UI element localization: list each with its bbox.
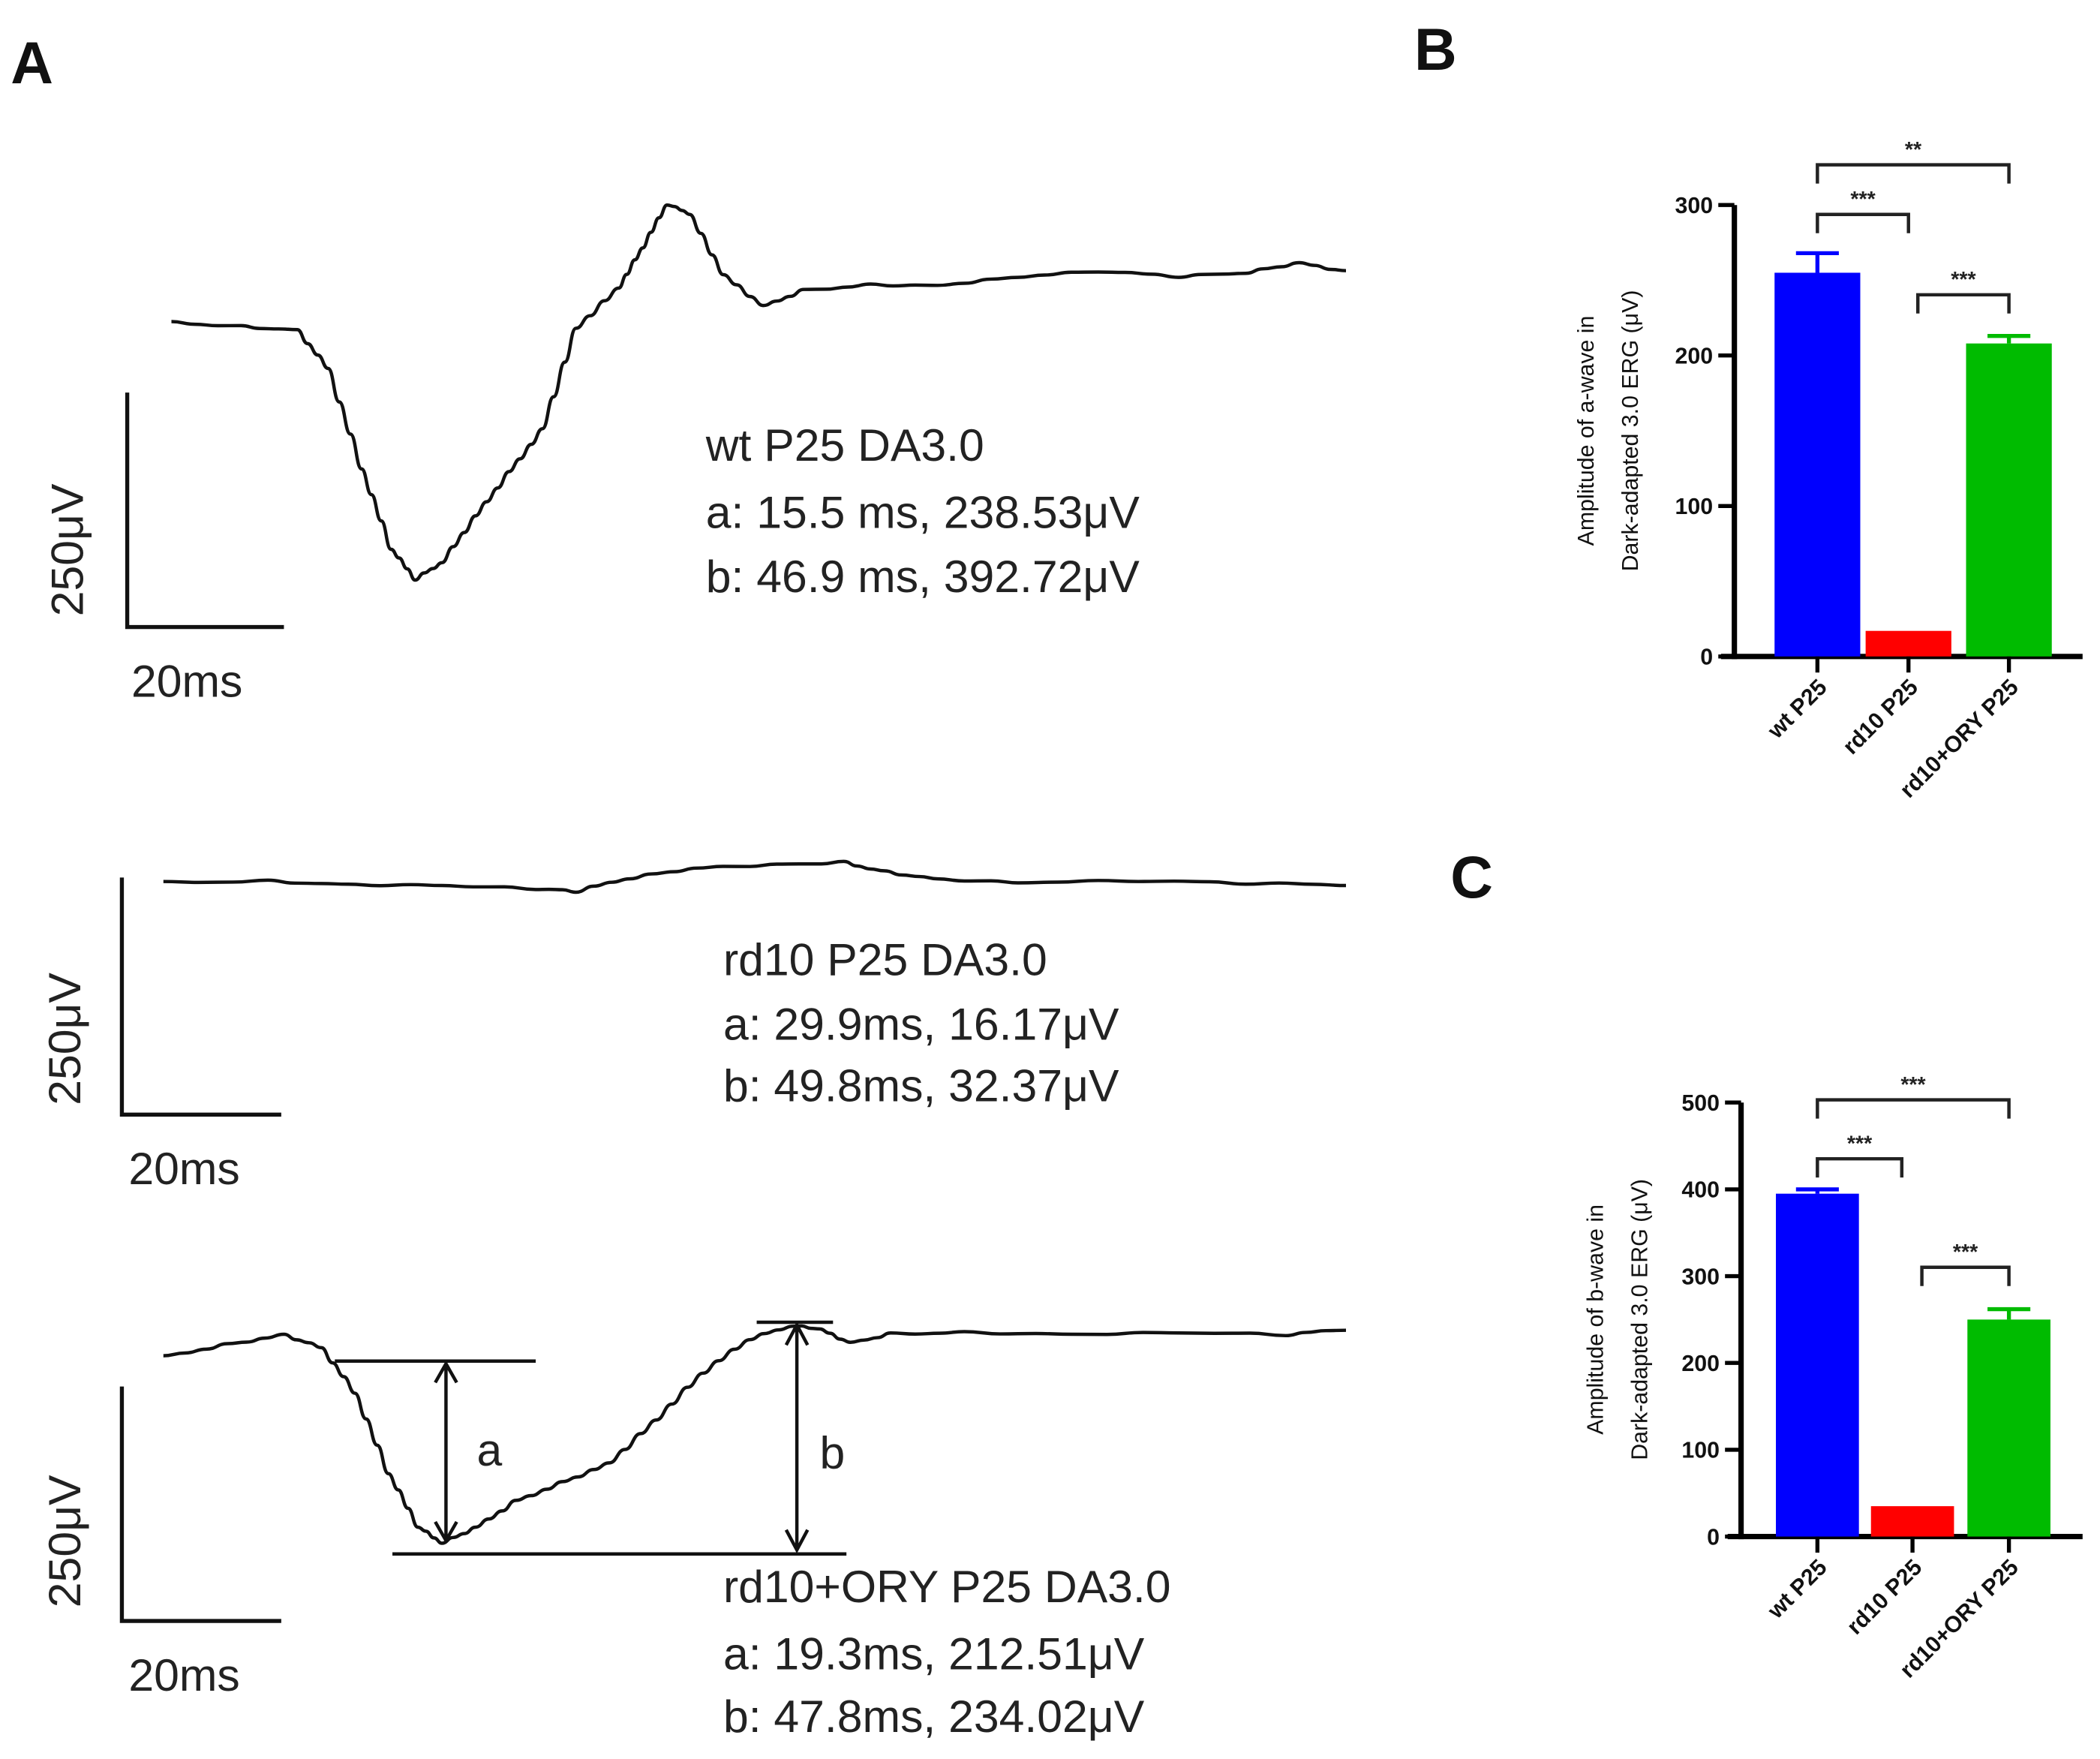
significance-bracket xyxy=(1816,1098,2011,1119)
b-marker: b xyxy=(819,1427,845,1478)
a-marker: a xyxy=(476,1424,502,1475)
panel-label-c: C xyxy=(1450,844,1493,910)
y-tick-label: 200 xyxy=(1675,344,1714,368)
erg-trace-wt: 250μV 20ms wt P25 DA3.0 a: 15.5 ms, 238.… xyxy=(42,203,1347,706)
reference-lines xyxy=(335,1320,847,1556)
significance-bracket xyxy=(1816,212,1910,233)
scale-voltage: 250μV xyxy=(42,483,93,616)
y-tick-label: 300 xyxy=(1675,194,1714,218)
y-axis-label: Amplitude of a-wave in xyxy=(1574,316,1599,546)
scale-voltage: 250μV xyxy=(39,973,90,1105)
a-wave-value: a: 19.3ms, 212.51μV xyxy=(723,1628,1145,1679)
y-axis-label: Dark-adapted 3.0 ERG (μV) xyxy=(1618,290,1643,572)
significance-label: *** xyxy=(1951,268,1976,292)
waveform xyxy=(163,859,1347,895)
bar xyxy=(1966,343,2052,657)
significance-label: *** xyxy=(1847,1132,1873,1156)
b-wave-value: b: 49.8ms, 32.37μV xyxy=(723,1060,1119,1111)
chart-b-a-wave: 0 100 200 300 Amplitude of a-wave in Dark-ada… xyxy=(1574,138,2083,803)
panel-label-b: B xyxy=(1414,17,1457,83)
bar xyxy=(1865,630,1951,657)
trace-title: rd10+ORY P25 DA3.0 xyxy=(723,1561,1171,1612)
waveform xyxy=(163,1324,1347,1545)
erg-trace-rd10: 250μV 20ms rd10 P25 DA3.0 a: 29.9ms, 16.… xyxy=(39,859,1347,1194)
a-wave-value: a: 29.9ms, 16.17μV xyxy=(723,998,1119,1049)
a-wave-arrow xyxy=(434,1360,458,1544)
b-wave-value: b: 47.8ms, 234.02μV xyxy=(723,1691,1145,1742)
y-tick-label: 500 xyxy=(1681,1091,1720,1116)
waveform xyxy=(171,203,1347,582)
bar xyxy=(1870,1506,1954,1537)
x-tick-label: wt P25 xyxy=(1763,1555,1832,1624)
scale-bar xyxy=(119,1386,281,1623)
x-tick-label: rd10 P25 xyxy=(1843,1555,1927,1640)
y-tick-label: 300 xyxy=(1681,1264,1720,1289)
bar xyxy=(1776,1193,1859,1537)
significance-label: ** xyxy=(1905,138,1922,162)
erg-trace-rd10-ory: a b 250μV 20ms rd10+ORY P25 DA3.0 a: 19.… xyxy=(39,1320,1347,1742)
significance-bracket xyxy=(1816,1156,1904,1178)
significance-label: *** xyxy=(1900,1073,1926,1097)
x-tick-label: wt P25 xyxy=(1763,675,1832,744)
bar xyxy=(1967,1319,2050,1537)
y-axis-label: Dark-adapted 3.0 ERG (μV) xyxy=(1628,1179,1653,1460)
y-tick-label: 100 xyxy=(1675,495,1714,519)
significance-bracket xyxy=(1816,163,2011,184)
x-tick-label: rd10 P25 xyxy=(1838,675,1923,759)
significance-bracket xyxy=(1920,1265,2011,1286)
trace-title: rd10 P25 DA3.0 xyxy=(723,934,1047,985)
y-tick-label: 200 xyxy=(1681,1352,1720,1376)
significance-label: *** xyxy=(1953,1240,1978,1264)
b-wave-arrow xyxy=(784,1321,810,1554)
scale-time: 20ms xyxy=(128,1143,239,1194)
scale-time: 20ms xyxy=(131,655,242,706)
scale-bar xyxy=(125,392,284,630)
y-tick-label: 0 xyxy=(1700,645,1713,669)
scale-voltage: 250μV xyxy=(39,1475,90,1607)
bar xyxy=(1774,272,1861,657)
b-wave-value: b: 46.9 ms, 392.72μV xyxy=(706,551,1140,602)
panel-label-a: A xyxy=(11,30,53,96)
scale-time: 20ms xyxy=(128,1649,239,1700)
significance-label: *** xyxy=(1850,188,1876,212)
significance-bracket xyxy=(1915,293,2011,314)
y-axis-label: Amplitude of b-wave in xyxy=(1584,1204,1609,1435)
scale-bar xyxy=(119,877,281,1117)
trace-title: wt P25 DA3.0 xyxy=(705,419,984,471)
y-tick-label: 100 xyxy=(1681,1439,1720,1463)
chart-c-b-wave: 0 100 200 300 400 500 Amplitude of b-wave in Da… xyxy=(1584,1073,2083,1683)
a-wave-value: a: 15.5 ms, 238.53μV xyxy=(706,486,1140,537)
y-tick-label: 400 xyxy=(1681,1178,1720,1203)
y-tick-label: 0 xyxy=(1707,1525,1720,1550)
